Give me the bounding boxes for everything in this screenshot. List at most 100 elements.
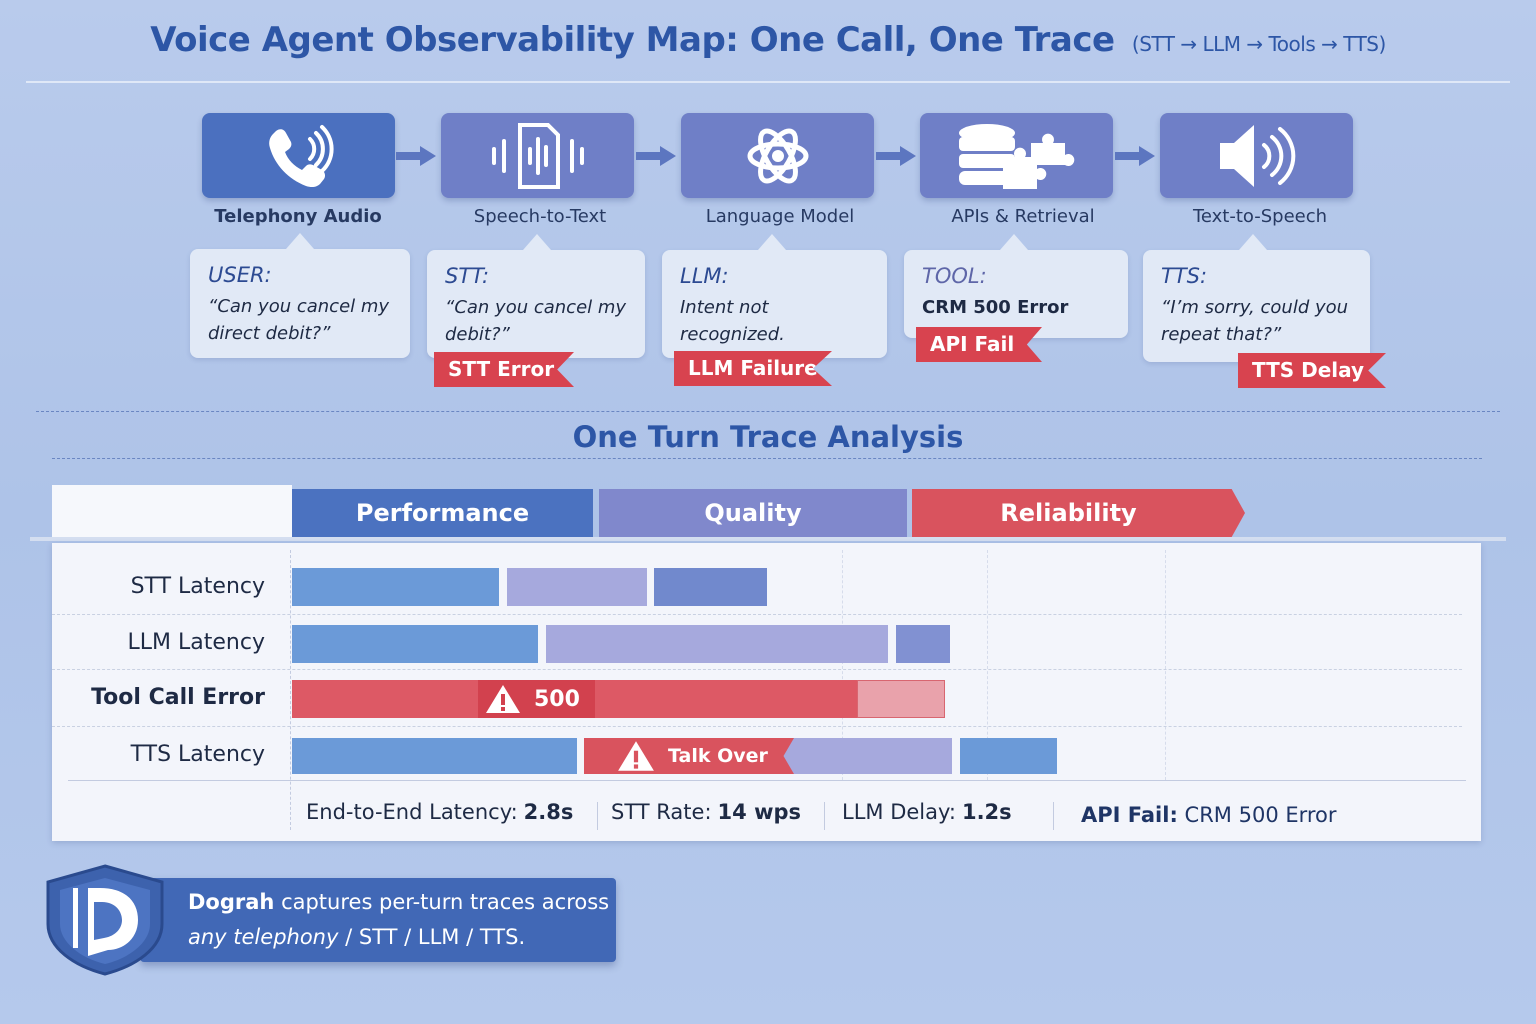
- user-bubble: USER: “Can you cancel my direct debit?”: [190, 233, 410, 358]
- bubble-text: CRM 500 Error: [922, 297, 1069, 318]
- llm-bubble: LLM: Intent not recognized.: [662, 234, 887, 358]
- divider: [36, 411, 1500, 412]
- stat-separator: [597, 802, 598, 830]
- row-divider: [52, 614, 1462, 615]
- divider: [30, 537, 1506, 541]
- stage-apis: [920, 113, 1113, 198]
- row-label-stt: STT Latency: [130, 574, 265, 599]
- stat-value: CRM 500 Error: [1184, 803, 1337, 827]
- arrow-icon: [636, 146, 676, 166]
- api-fail-tag: API Fail: [916, 327, 1042, 362]
- stage-stt: [441, 113, 634, 198]
- page-title: Voice Agent Observability Map: One Call,…: [0, 20, 1536, 60]
- bubble-speaker: STT:: [445, 264, 490, 288]
- gridline: [987, 550, 988, 780]
- arrow-icon: [1115, 146, 1155, 166]
- error-code: 500: [534, 686, 580, 712]
- footer-text: captures per-turn traces across: [281, 890, 610, 914]
- stage-label: Language Model: [705, 206, 855, 227]
- dograh-shield-logo: [46, 864, 164, 976]
- header-blank: [52, 485, 292, 537]
- section-title: One Turn Trace Analysis: [572, 420, 964, 454]
- footer-line2: any telephony / STT / LLM / TTS.: [188, 925, 525, 949]
- stage-label: Telephony Audio: [214, 206, 382, 227]
- row-label-tts: TTS Latency: [130, 742, 265, 767]
- audio-file-icon: [491, 122, 584, 189]
- llm-performance-bar: [292, 625, 538, 663]
- stat-llm-delay: LLM Delay: 1.2s: [842, 800, 1012, 824]
- bubble-text: “Can you cancel my direct debit?”: [208, 296, 390, 344]
- tts-performance-bar: [292, 738, 577, 774]
- footer-italic: any telephony: [188, 925, 339, 949]
- llm-extra-bar: [896, 625, 950, 663]
- stat-separator: [1053, 802, 1054, 830]
- bubble-speaker: USER:: [208, 263, 272, 287]
- talk-over-badge: Talk Over: [584, 738, 794, 774]
- warning-icon: [618, 741, 654, 771]
- tts-bubble: TTS: “I’m sorry, could you repeat that?”: [1143, 234, 1370, 362]
- stage-telephony: [202, 113, 395, 198]
- bubble-speaker: LLM:: [680, 264, 729, 288]
- stat-label: LLM Delay:: [842, 800, 956, 824]
- stt-extra-bar: [654, 568, 767, 606]
- stt-bubble: STT: “Can you cancel my debit?”: [427, 234, 645, 358]
- title-subtitle: (STT → LLM → Tools → TTS): [1131, 32, 1386, 56]
- bubble-text: “I’m sorry, could you repeat that?”: [1161, 297, 1349, 345]
- warning-icon: [486, 685, 520, 713]
- footer-text: / STT / LLM / TTS.: [345, 925, 526, 949]
- stat-e2e-latency: End-to-End Latency: 2.8s: [306, 800, 573, 824]
- stat-api-fail: API Fail: CRM 500 Error: [1081, 803, 1337, 827]
- tool-error-badge: 500: [478, 680, 595, 718]
- tool-bubble: TOOL: CRM 500 Error: [904, 234, 1128, 338]
- tool-error-tail-bar: [857, 680, 945, 718]
- bubble-speaker: TOOL:: [922, 264, 987, 288]
- stat-label: STT Rate:: [611, 800, 712, 824]
- tts-extra-bar: [960, 738, 1057, 774]
- row-divider: [68, 780, 1466, 781]
- tts-quality-bar: [760, 738, 952, 774]
- database-puzzle-icon: [958, 123, 1074, 189]
- speaker-icon: [1219, 124, 1295, 187]
- stat-value: 14 wps: [717, 800, 801, 824]
- stt-error-tag: STT Error: [434, 352, 574, 387]
- row-label-tool: Tool Call Error: [91, 685, 265, 710]
- stage-tts: [1160, 113, 1353, 198]
- stage-label: APIs & Retrieval: [951, 206, 1095, 227]
- stat-label: API Fail:: [1081, 803, 1178, 827]
- brand-name: Dograh: [188, 890, 275, 914]
- arrow-icon: [876, 146, 916, 166]
- gridline: [1165, 550, 1166, 780]
- row-divider: [52, 726, 1462, 727]
- stat-value: 1.2s: [961, 800, 1012, 824]
- bubble-speaker: TTS:: [1161, 264, 1208, 288]
- talk-over-label: Talk Over: [668, 745, 768, 767]
- stat-label: End-to-End Latency:: [306, 800, 518, 824]
- llm-knot-icon: [747, 128, 808, 183]
- stage-llm: [681, 113, 874, 198]
- bubble-text: Intent not recognized.: [680, 297, 785, 345]
- stage-label: Text-to-Speech: [1192, 206, 1328, 227]
- column-quality: Quality: [599, 489, 907, 537]
- label-divider: [290, 550, 291, 830]
- title-text: Voice Agent Observability Map: One Call,…: [150, 20, 1115, 60]
- row-label-llm: LLM Latency: [127, 630, 265, 655]
- footer-banner: Dograh captures per-turn traces across a…: [140, 878, 616, 962]
- stage-label: Speech-to-Text: [473, 206, 607, 227]
- divider: [26, 81, 1510, 83]
- bubble-text: “Can you cancel my debit?”: [445, 297, 627, 345]
- divider: [52, 458, 1482, 459]
- tts-delay-tag: TTS Delay: [1238, 353, 1386, 388]
- stat-stt-rate: STT Rate: 14 wps: [611, 800, 801, 824]
- stt-quality-bar: [507, 568, 647, 606]
- column-performance: Performance: [292, 489, 593, 537]
- row-divider: [52, 669, 1462, 670]
- llm-failure-tag: LLM Failure: [674, 351, 832, 386]
- footer-line1: Dograh captures per-turn traces across: [188, 890, 609, 914]
- llm-quality-bar: [546, 625, 888, 663]
- stat-value: 2.8s: [523, 800, 574, 824]
- arrow-icon: [396, 146, 436, 166]
- stat-separator: [824, 802, 825, 830]
- gridline: [842, 550, 843, 780]
- phone-icon: [268, 124, 334, 187]
- stt-performance-bar: [292, 568, 499, 606]
